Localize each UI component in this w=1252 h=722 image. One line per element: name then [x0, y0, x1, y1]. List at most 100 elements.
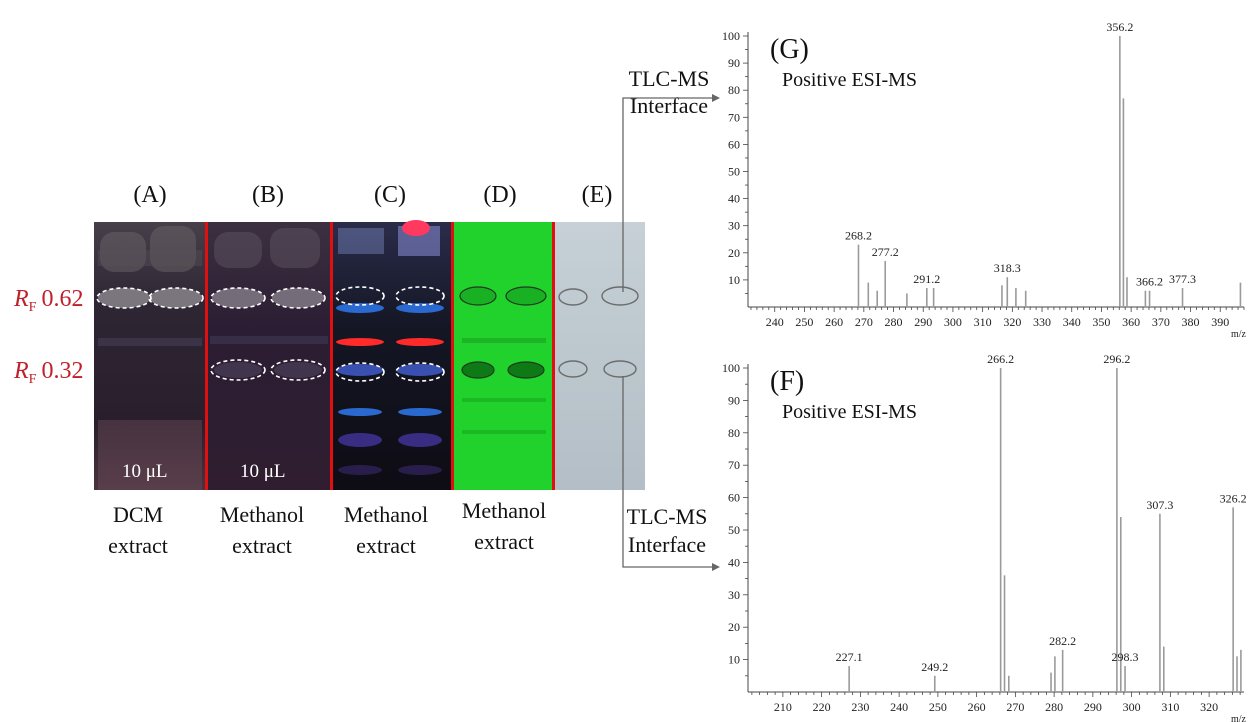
peak-label: 318.3 — [994, 261, 1021, 275]
rf-label-lower: RF 0.32 — [13, 358, 83, 387]
x-tick-label: 250 — [929, 700, 947, 714]
peak-label: 249.2 — [921, 660, 948, 674]
x-tick-label: 210 — [774, 700, 792, 714]
caption-c-line1: Methanol — [344, 502, 428, 527]
y-tick-label: 20 — [728, 620, 740, 634]
peak-label: 307.3 — [1146, 498, 1173, 512]
y-tick-label: 50 — [728, 165, 740, 179]
y-tick-label: 70 — [728, 110, 740, 124]
x-tick-label: 280 — [885, 315, 903, 329]
interface-label-bottom-line1: TLC-MS — [627, 504, 708, 529]
x-tick-label: 260 — [825, 315, 843, 329]
x-tick-label: 360 — [1122, 315, 1140, 329]
peak-label: 291.2 — [913, 272, 940, 286]
arrow-to-g — [622, 97, 712, 292]
interface-label-top-line1: TLC-MS — [629, 66, 710, 91]
arrow-to-f — [622, 376, 712, 568]
peak-label: 377.3 — [1169, 272, 1196, 286]
x-tick-label: 280 — [1045, 700, 1063, 714]
x-tick-label: 320 — [1200, 700, 1218, 714]
x-tick-label: 300 — [1123, 700, 1141, 714]
plate-lane-c — [333, 220, 451, 490]
y-tick-label: 10 — [728, 273, 740, 287]
x-tick-label: 310 — [1161, 700, 1179, 714]
y-tick-label: 40 — [728, 555, 740, 569]
y-tick-label: 90 — [728, 56, 740, 70]
lane-letter-e: (E) — [582, 182, 613, 208]
plate-lane-e — [555, 222, 645, 490]
caption-c-line2: extract — [356, 533, 416, 558]
interface-arrows — [622, 94, 720, 571]
peak-label: 282.2 — [1049, 634, 1076, 648]
lane-divider — [552, 222, 555, 490]
x-tick-label: 240 — [890, 700, 908, 714]
caption-a-line2: extract — [108, 533, 168, 558]
caption-b-line1: Methanol — [220, 502, 304, 527]
caption-d-line1: Methanol — [462, 498, 546, 523]
interface-label-top-line2: Interface — [630, 93, 708, 118]
peak-label: 326.2 — [1220, 491, 1247, 505]
caption-a-line1: DCM — [113, 502, 163, 527]
y-tick-label: 40 — [728, 192, 740, 206]
plate-lane-d — [453, 222, 553, 490]
y-tick-label: 60 — [728, 137, 740, 151]
y-tick-label: 50 — [728, 523, 740, 537]
y-tick-label: 60 — [728, 491, 740, 505]
lane-letter-b: (B) — [252, 182, 284, 208]
x-tick-label: 370 — [1152, 315, 1170, 329]
x-tick-label: 350 — [1092, 315, 1110, 329]
panel-letter: (G) — [770, 34, 809, 65]
y-tick-label: 20 — [728, 246, 740, 260]
chart-title: Positive ESI-MS — [782, 69, 917, 91]
x-tick-label: 310 — [974, 315, 992, 329]
x-tick-label: 300 — [944, 315, 962, 329]
spot-markers — [96, 286, 445, 382]
x-tick-label: 320 — [1003, 315, 1021, 329]
peak-label: 268.2 — [845, 229, 872, 243]
y-tick-label: 30 — [728, 219, 740, 233]
peak-label: 277.2 — [872, 245, 899, 259]
peak-label: 356.2 — [1106, 20, 1133, 34]
x-tick-label: 340 — [1063, 315, 1081, 329]
plate-lane-a — [94, 222, 206, 490]
mass-spectrum-f: 210 220 230 240 250 260 270 280 290 300 310 320 10 20… — [722, 352, 1247, 722]
x-tick-label: 390 — [1211, 315, 1229, 329]
x-axis-label: m/z — [1231, 714, 1247, 722]
x-tick-label: 270 — [1006, 700, 1024, 714]
x-tick-label: 220 — [813, 700, 831, 714]
y-tick-label: 80 — [728, 83, 740, 97]
lane-letter-c: (C) — [374, 182, 406, 208]
arrow-head — [712, 563, 720, 571]
y-tick-label: 70 — [728, 458, 740, 472]
tlc-plates — [94, 220, 645, 490]
x-tick-label: 250 — [795, 315, 813, 329]
plate-lane-b — [207, 222, 331, 490]
x-tick-label: 270 — [855, 315, 873, 329]
y-tick-label: 80 — [728, 426, 740, 440]
x-tick-label: 290 — [1084, 700, 1102, 714]
y-tick-label: 30 — [728, 588, 740, 602]
mass-spectrum-g: 240 250 260 270 280 290 300 310 320 330 340 350 360 3… — [722, 20, 1247, 340]
lane-divider — [330, 222, 333, 490]
panel-letter: (F) — [770, 366, 804, 397]
peak-label: 266.2 — [987, 352, 1014, 366]
lane-divider — [451, 222, 454, 490]
peak-label: 227.1 — [836, 650, 863, 664]
chart-title: Positive ESI-MS — [782, 401, 917, 423]
x-tick-label: 260 — [968, 700, 986, 714]
lane-divider — [205, 222, 208, 490]
x-tick-label: 330 — [1033, 315, 1051, 329]
arrow-head — [712, 94, 720, 102]
rf-label-upper: RF 0.62 — [13, 286, 83, 315]
x-tick-label: 290 — [914, 315, 932, 329]
peak-label: 366.2 — [1136, 275, 1163, 289]
y-tick-label: 100 — [722, 29, 740, 43]
y-tick-label: 90 — [728, 393, 740, 407]
volume-label-b: 10 μL — [240, 461, 286, 482]
x-tick-label: 240 — [766, 315, 784, 329]
x-tick-label: 380 — [1182, 315, 1200, 329]
y-tick-label: 100 — [722, 361, 740, 375]
y-tick-label: 10 — [728, 653, 740, 667]
peak-label: 296.2 — [1103, 352, 1130, 366]
